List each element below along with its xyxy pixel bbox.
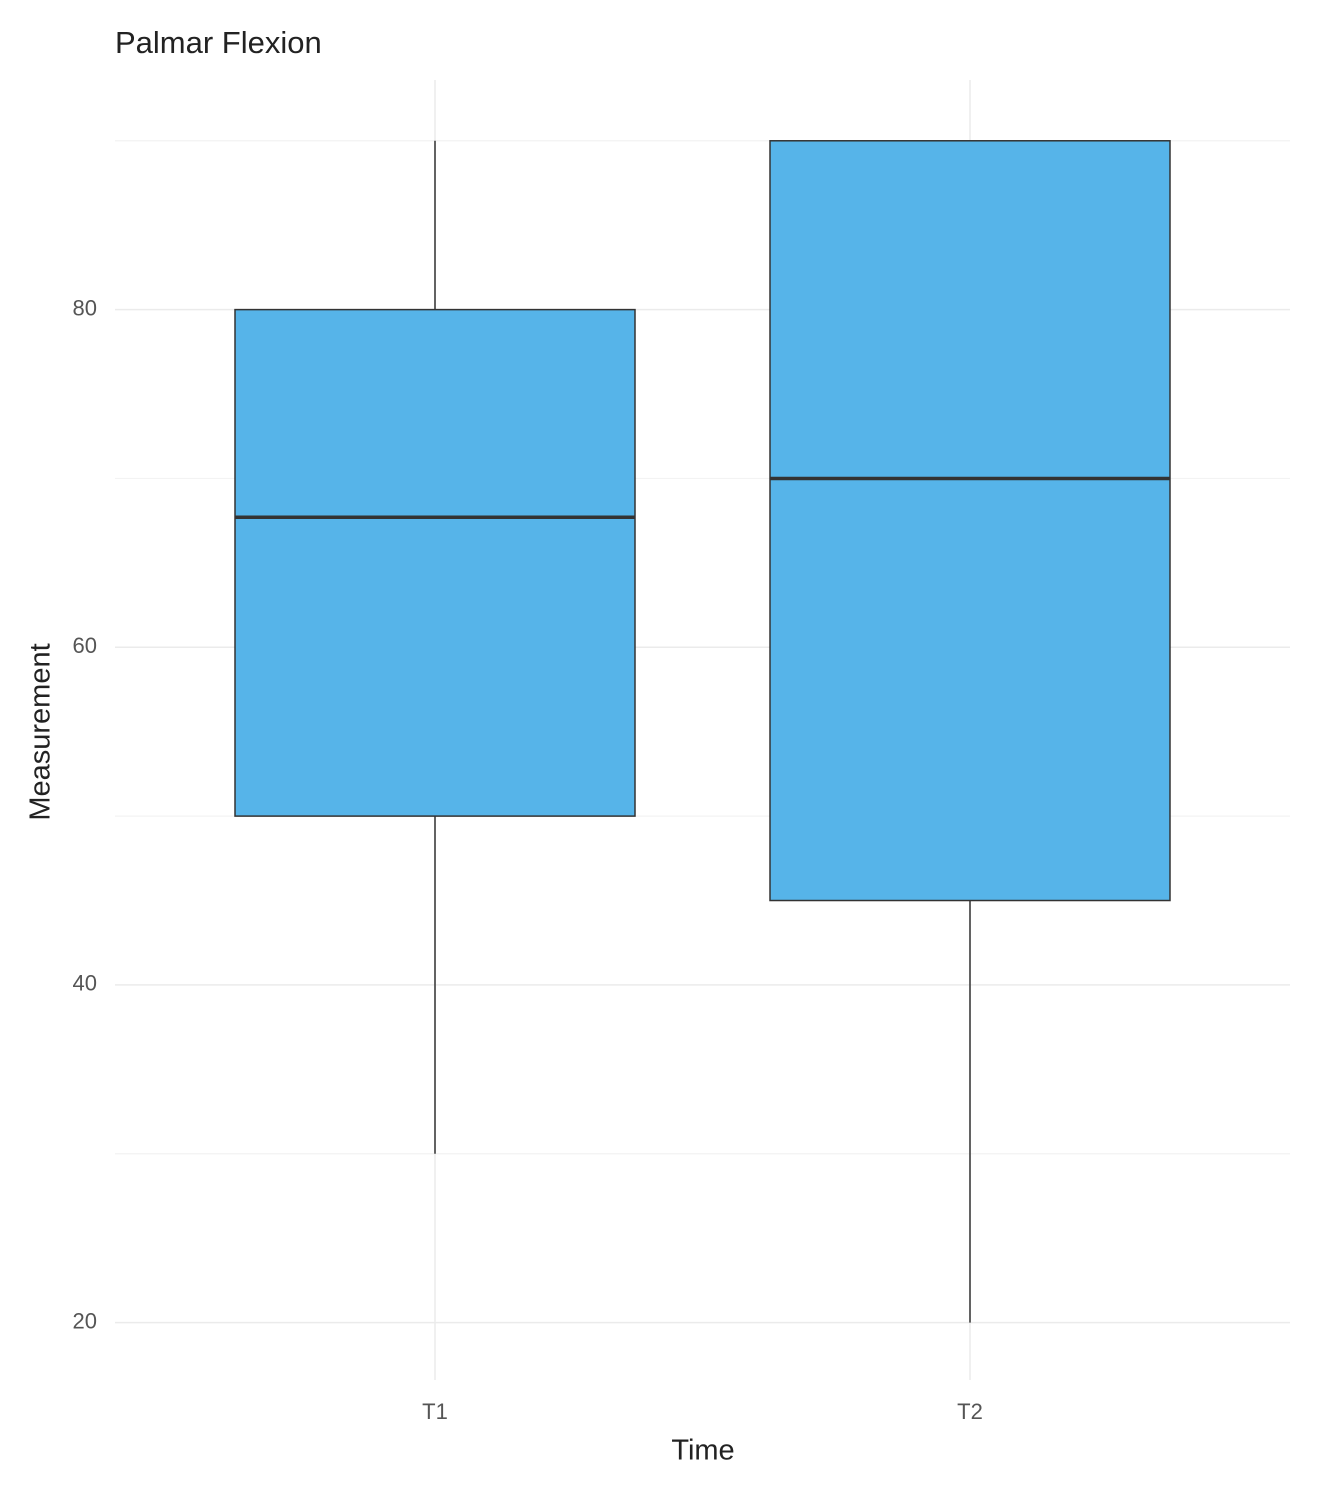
y-axis-label: Measurement: [25, 643, 57, 820]
box: [769, 140, 1171, 902]
y-tick-label: 20: [73, 1308, 97, 1333]
y-tick-label: 80: [73, 295, 97, 320]
y-tick-label: 60: [73, 633, 97, 658]
y-tick-label: 40: [73, 971, 97, 996]
box: [234, 308, 636, 817]
chart-title: Palmar Flexion: [115, 25, 322, 60]
x-tick-label: T2: [957, 1399, 983, 1424]
x-tick-label: T1: [422, 1399, 448, 1424]
x-axis-label: Time: [671, 1435, 734, 1467]
